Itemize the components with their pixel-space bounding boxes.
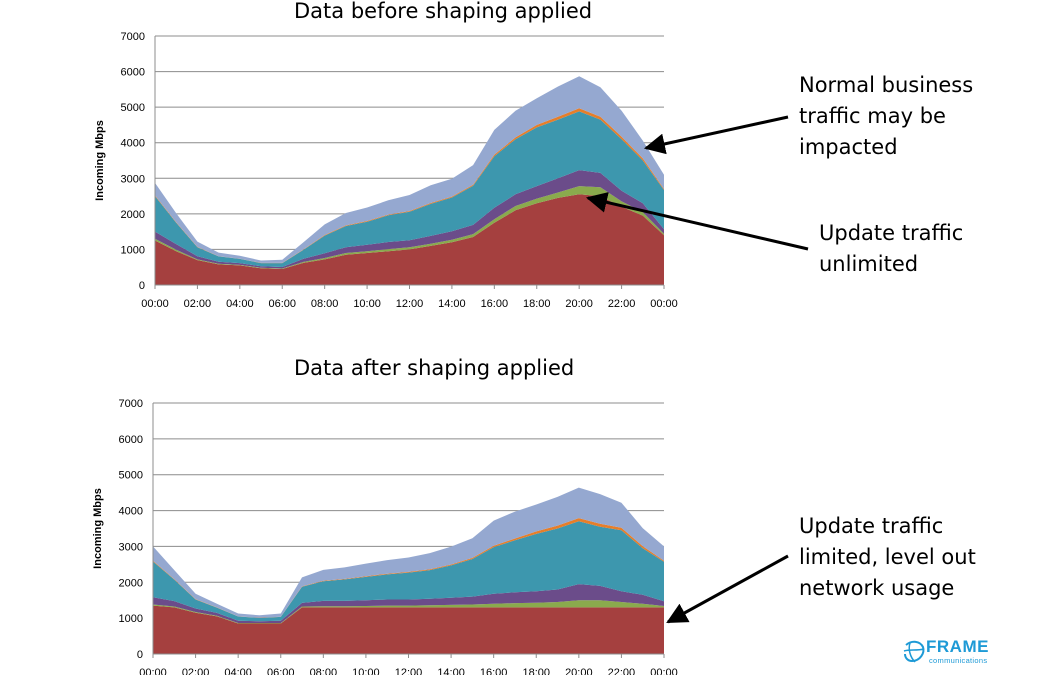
x-tick-label: 18:00 <box>522 667 550 675</box>
x-tick-label: 12:00 <box>396 298 424 310</box>
x-tick-label: 16:00 <box>480 667 508 675</box>
x-tick-label: 06:00 <box>268 298 296 310</box>
x-tick-label: 12:00 <box>395 667 423 675</box>
x-tick-label: 04:00 <box>224 667 252 675</box>
x-tick-label: 18:00 <box>523 298 551 310</box>
x-tick-label: 00:00 <box>141 298 169 310</box>
chart-title-after: Data after shaping applied <box>294 356 575 380</box>
x-tick-label: 16:00 <box>481 298 509 310</box>
y-tick-label: 2000 <box>119 577 143 589</box>
y-tick-label: 5000 <box>119 470 143 482</box>
annotation-arrow-3 <box>666 554 789 624</box>
annotation-update-limited: Update traffic limited, level out networ… <box>799 514 976 600</box>
y-tick-label: 7000 <box>119 398 143 410</box>
x-tick-label: 02:00 <box>182 667 210 675</box>
y-tick-label: 3000 <box>119 541 143 553</box>
x-tick-label: 22:00 <box>608 298 636 310</box>
area-series-1 <box>153 605 664 654</box>
x-tick-label: 22:00 <box>608 667 636 675</box>
area-series-4 <box>155 111 664 268</box>
y-tick-label: 6000 <box>121 67 145 79</box>
x-tick-label: 14:00 <box>437 667 465 675</box>
y-tick-label: 4000 <box>121 138 145 150</box>
y-axis-label: Incoming Mbps <box>92 488 104 569</box>
y-tick-label: 1000 <box>119 613 143 625</box>
area-series-1 <box>155 194 664 285</box>
frame-logo: FRAME communications <box>902 637 994 667</box>
y-tick-label: 6000 <box>119 434 143 446</box>
y-tick-label: 2000 <box>121 209 145 221</box>
area-series-5 <box>153 518 664 618</box>
y-tick-label: 1000 <box>121 244 145 256</box>
y-axis-label: Incoming Mbps <box>94 120 106 201</box>
globe-icon <box>903 640 925 663</box>
x-tick-label: 20:00 <box>565 298 593 310</box>
chart-title-before: Data before shaping applied <box>294 0 593 23</box>
x-tick-label: 02:00 <box>184 298 212 310</box>
annotation-arrow-2 <box>585 192 809 251</box>
x-tick-label: 00:00 <box>650 298 678 310</box>
logo-text: FRAME <box>926 637 989 656</box>
area-series-6 <box>155 76 664 263</box>
x-tick-label: 00:00 <box>650 667 678 675</box>
area-series-3 <box>153 584 664 623</box>
x-tick-label: 08:00 <box>311 298 339 310</box>
annotation-arrow-1 <box>643 115 789 155</box>
x-tick-label: 06:00 <box>267 667 295 675</box>
area-series-4 <box>153 521 664 622</box>
y-tick-label: 0 <box>139 280 145 292</box>
area-series-3 <box>155 170 664 269</box>
x-tick-label: 10:00 <box>352 667 380 675</box>
x-tick-label: 14:00 <box>438 298 466 310</box>
x-tick-label: 00:00 <box>139 667 167 675</box>
y-tick-label: 0 <box>137 649 143 661</box>
y-tick-label: 5000 <box>121 102 145 114</box>
x-tick-label: 08:00 <box>310 667 338 675</box>
logo-subtext: communications <box>929 656 988 665</box>
x-tick-label: 20:00 <box>565 667 593 675</box>
x-tick-label: 10:00 <box>353 298 381 310</box>
area-series-6 <box>153 487 664 618</box>
y-tick-label: 4000 <box>119 506 143 518</box>
annotation-business-traffic: Normal business traffic may be impacted <box>799 73 974 159</box>
annotation-update-unlimited: Update traffic unlimited <box>819 221 964 276</box>
y-tick-label: 7000 <box>121 31 145 43</box>
area-series-2 <box>153 600 664 624</box>
y-tick-label: 3000 <box>121 173 145 185</box>
x-tick-label: 04:00 <box>226 298 254 310</box>
